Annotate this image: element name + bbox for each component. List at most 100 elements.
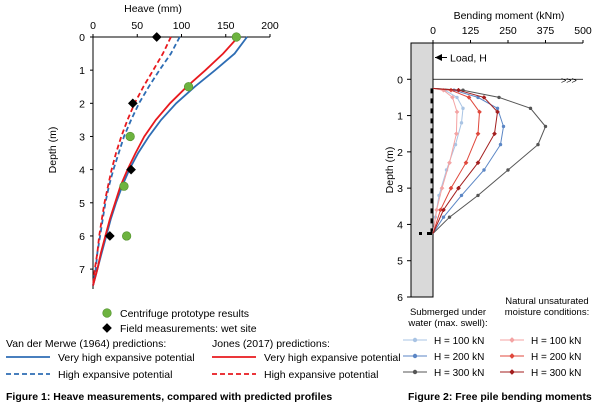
- field-measurement-point: [126, 164, 137, 175]
- pile-diagram: >>> Load, H: [410, 42, 583, 298]
- moment-point: [461, 106, 465, 111]
- moment-y-axis-label: Depth (m): [384, 147, 396, 194]
- legend-centrifuge-marker: [102, 308, 112, 318]
- profile-line-van_der_merwe-high: [92, 36, 181, 286]
- legend-submerged-title-line1: Submerged under: [410, 307, 486, 318]
- y-tick-label: 1: [397, 111, 403, 123]
- moment-point: [450, 94, 455, 100]
- legend-label-natural: H = 200 kN: [531, 352, 581, 363]
- y-tick-label: 7: [79, 264, 85, 276]
- moment-point: [463, 160, 469, 166]
- legend-marker-natural: [509, 353, 515, 359]
- moment-point: [528, 106, 533, 111]
- y-tick-label: 6: [79, 231, 85, 243]
- y-tick-label: 6: [397, 292, 403, 304]
- centrifuge-point: [119, 181, 129, 191]
- x-tick-label: 100: [173, 20, 191, 32]
- y-tick-label: 5: [397, 256, 403, 268]
- moment-point: [475, 131, 481, 137]
- moment-point: [495, 109, 500, 115]
- y-tick-label: 3: [79, 131, 85, 143]
- moment-point: [497, 95, 501, 100]
- moment-point: [476, 193, 480, 198]
- legend-jones-title: Jones (2017) predictions:: [212, 338, 330, 350]
- centrifuge-point: [183, 82, 194, 92]
- moment-x-axis-label: Bending moment (kNm): [454, 10, 565, 22]
- legend-series-label: High expansive potential: [264, 369, 378, 381]
- y-tick-label: 4: [397, 219, 403, 231]
- legend-series-label: Very high expansive potential: [58, 352, 195, 364]
- x-tick-label: 200: [261, 20, 279, 32]
- moment-point: [441, 207, 446, 213]
- moment-profile-lines: [432, 87, 548, 234]
- moment-point: [447, 215, 452, 219]
- field-measurement-point: [151, 32, 162, 42]
- moment-point: [456, 87, 461, 93]
- moment-point: [501, 124, 506, 129]
- x-tick-label: 50: [131, 20, 143, 32]
- moment-point: [495, 106, 500, 111]
- moment-point: [459, 193, 464, 198]
- legend-marker-submerged: [412, 337, 418, 343]
- heave-legend: Centrifuge prototype results Field measur…: [6, 308, 401, 381]
- heave-y-axis-label: Depth (m): [47, 127, 59, 174]
- centrifuge-point: [122, 231, 132, 241]
- moment-point: [466, 94, 472, 100]
- legend-natural-title: Natural unsaturated moisture conditions:: [505, 296, 589, 318]
- legend-series-label: Very high expansive potential: [264, 352, 401, 364]
- centrifuge-point: [231, 32, 241, 42]
- legend-submerged-title: Submerged under water (max. swell):: [407, 307, 487, 329]
- heave-profile-lines: [92, 36, 248, 286]
- legend-natural-title-line: moisture conditions:: [505, 307, 589, 318]
- x-tick-label: 375: [537, 25, 555, 37]
- legend-field-marker: [102, 323, 112, 333]
- legend-label-submerged: H = 200 kN: [434, 352, 484, 363]
- legend-label-submerged: H = 100 kN: [434, 336, 484, 347]
- load-arrow-head: [435, 54, 442, 62]
- legend-marker-submerged: [412, 353, 418, 359]
- moment-point: [492, 131, 497, 137]
- legend-centrifuge-label: Centrifuge prototype results: [120, 308, 249, 320]
- heave-measurement-points: [104, 32, 241, 241]
- legend-marker-natural: [509, 369, 515, 375]
- legend-marker-submerged: [412, 369, 418, 375]
- legend-marker-natural: [509, 337, 515, 343]
- legend-field-label: Field measurements: wet site: [120, 323, 257, 335]
- y-tick-label: 5: [79, 198, 85, 210]
- moment-point: [441, 215, 446, 219]
- legend-van-der-merwe-title: Van der Merwe (1964) predictions:: [6, 338, 166, 350]
- y-tick-label: 0: [79, 32, 85, 44]
- legend-series-label: High expansive potential: [58, 369, 172, 381]
- pile-body: [410, 42, 434, 298]
- field-measurement-point: [127, 98, 138, 109]
- centrifuge-point: [125, 131, 135, 142]
- heave-tick-labels: 0 50 100 150 200 0 1 2 3 4 5 6 7: [79, 20, 279, 276]
- moment-line-natural: [432, 87, 499, 234]
- x-tick-label: 0: [430, 25, 436, 37]
- moment-tick-labels: 0 125 250 375 500 0 1 2 3 4 5 6: [397, 25, 592, 304]
- moment-point: [477, 109, 482, 115]
- bending-moment-chart: Bending moment (kNm) Depth (m) 0 125 250 37…: [384, 10, 592, 403]
- profile-line-jones-very-high: [92, 36, 239, 286]
- legend-natural-title-line: Natural unsaturated: [505, 296, 588, 307]
- moment-line-submerged: [432, 87, 547, 234]
- moment-point: [476, 95, 480, 100]
- moment-point: [447, 160, 452, 166]
- moment-point: [506, 168, 510, 172]
- moment-point: [434, 207, 440, 213]
- load-label: Load, H: [450, 53, 487, 65]
- moment-point: [454, 109, 460, 115]
- heave-axes: [90, 34, 271, 289]
- moment-point: [482, 168, 486, 172]
- legend-submerged-title-line2: water (max. swell):: [407, 318, 487, 329]
- figure-2-caption: Figure 2: Free pile bending moments: [408, 391, 592, 403]
- figure-1-caption: Figure 1: Heave measurements, compared w…: [6, 391, 332, 403]
- x-tick-label: 500: [574, 25, 592, 37]
- moment-point: [439, 185, 445, 191]
- heave-x-axis-label: Heave (mm): [124, 3, 182, 15]
- moment-point: [453, 131, 459, 137]
- moment-point: [453, 142, 458, 147]
- y-tick-label: 2: [397, 147, 403, 159]
- moment-line-submerged: [432, 87, 505, 234]
